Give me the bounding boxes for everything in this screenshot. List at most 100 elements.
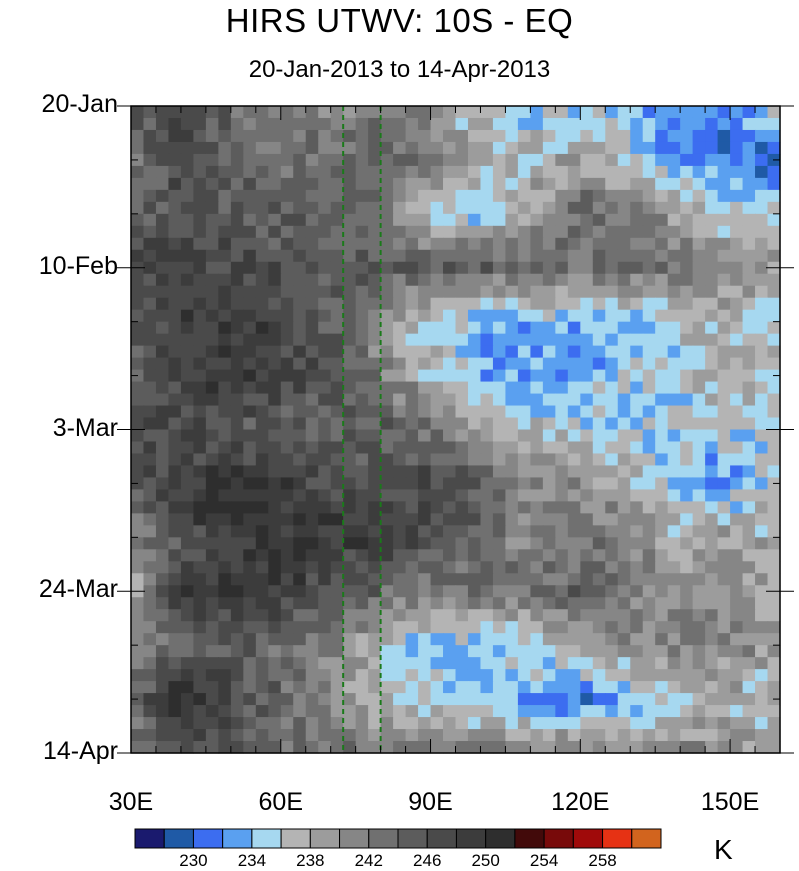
field-cell <box>492 153 507 167</box>
field-cell <box>530 597 544 610</box>
field-cell <box>418 369 432 383</box>
field-cell <box>268 381 282 395</box>
field-cell <box>542 106 556 119</box>
field-cell <box>542 273 556 287</box>
field-cell <box>480 609 494 622</box>
field-cell <box>767 417 781 431</box>
field-cell <box>143 441 157 455</box>
field-cell <box>480 621 494 634</box>
field-cell <box>692 249 706 263</box>
field-cell <box>592 285 606 299</box>
field-cell <box>455 693 469 706</box>
field-cell <box>230 321 244 335</box>
field-cell <box>505 333 519 347</box>
field-cell <box>505 106 519 119</box>
field-cell <box>742 393 756 407</box>
field-cell <box>730 669 744 682</box>
field-cell <box>742 141 756 155</box>
field-cell <box>205 561 219 574</box>
field-cell <box>405 657 419 670</box>
field-cell <box>530 741 544 754</box>
field-cell <box>542 597 556 610</box>
field-cell <box>630 297 644 311</box>
field-cell <box>393 441 407 455</box>
field-cell <box>143 201 157 215</box>
field-cell <box>243 633 257 646</box>
field-cell <box>742 525 756 538</box>
field-cell <box>205 537 219 550</box>
field-cell <box>767 621 781 634</box>
field-cell <box>318 729 332 742</box>
field-cell <box>592 381 606 395</box>
field-cell <box>755 717 769 730</box>
field-cell <box>530 609 544 622</box>
field-cell <box>717 106 731 119</box>
field-cell <box>330 213 344 227</box>
field-cell <box>567 237 581 251</box>
field-cell <box>168 705 182 718</box>
field-cell <box>730 477 744 491</box>
field-cell <box>368 357 382 371</box>
field-cell <box>667 237 681 251</box>
field-cell <box>205 585 219 598</box>
field-cell <box>305 225 319 239</box>
field-cell <box>168 369 182 383</box>
field-cell <box>742 477 756 491</box>
field-cell <box>630 525 644 538</box>
field-cell <box>705 273 719 287</box>
field-cell <box>405 729 419 742</box>
field-cell <box>492 657 507 670</box>
field-cell <box>755 693 769 706</box>
field-cell <box>630 597 644 610</box>
field-cell <box>230 633 244 646</box>
field-cell <box>567 249 581 263</box>
field-cell <box>567 669 581 682</box>
field-cell <box>343 561 357 574</box>
field-cell <box>755 321 769 335</box>
field-cell <box>605 225 619 239</box>
field-cell <box>530 309 544 323</box>
field-cell <box>517 141 531 155</box>
field-cell <box>592 693 606 706</box>
field-cell <box>280 189 294 203</box>
field-cell <box>730 693 744 706</box>
field-cell <box>330 285 344 299</box>
field-cell <box>193 525 207 538</box>
field-cell <box>330 369 344 383</box>
field-cell <box>155 153 170 167</box>
field-cell <box>567 645 581 658</box>
field-cell <box>168 621 182 634</box>
field-cell <box>742 573 756 586</box>
field-cell <box>343 201 357 215</box>
field-cell <box>667 189 681 203</box>
field-cell <box>330 405 344 419</box>
field-cell <box>717 573 731 586</box>
field-cell <box>630 537 644 550</box>
field-cell <box>293 357 307 371</box>
field-cell <box>280 645 294 658</box>
field-cell <box>218 189 232 203</box>
field-cell <box>467 477 482 491</box>
field-cell <box>180 345 194 359</box>
field-cell <box>667 681 681 694</box>
field-cell <box>243 225 257 239</box>
field-cell <box>517 729 531 742</box>
field-cell <box>443 549 457 562</box>
field-cell <box>455 141 469 155</box>
field-cell <box>580 165 594 179</box>
field-cell <box>268 285 282 299</box>
field-cell <box>717 717 731 730</box>
field-cell <box>243 621 257 634</box>
field-cell <box>380 273 394 287</box>
field-cell <box>567 597 581 610</box>
field-cell <box>730 309 744 323</box>
field-cell <box>642 609 656 622</box>
field-cell <box>730 597 744 610</box>
field-cell <box>280 201 294 215</box>
field-cell <box>630 501 644 514</box>
field-cell <box>742 333 756 347</box>
field-cell <box>205 237 219 251</box>
field-cell <box>655 705 669 718</box>
field-cell <box>517 309 531 323</box>
field-cell <box>418 129 432 143</box>
